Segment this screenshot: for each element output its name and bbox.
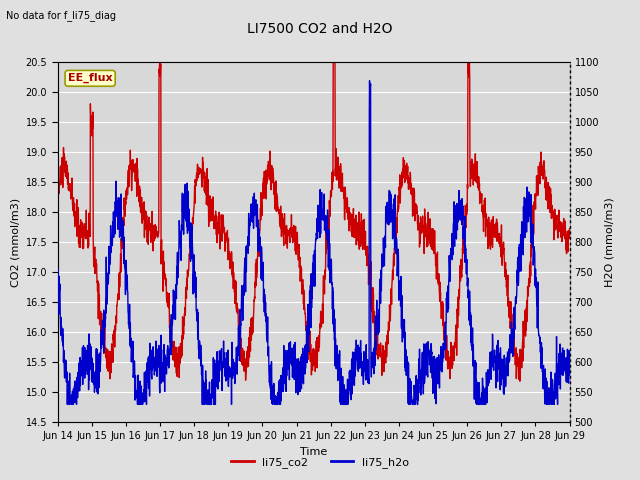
Y-axis label: H2O (mmol/m3): H2O (mmol/m3) (605, 198, 614, 287)
Text: LI7500 CO2 and H2O: LI7500 CO2 and H2O (247, 22, 393, 36)
Legend: li75_co2, li75_h2o: li75_co2, li75_h2o (227, 452, 413, 472)
Text: No data for f_li75_diag: No data for f_li75_diag (6, 10, 116, 21)
X-axis label: Time: Time (300, 447, 327, 457)
Text: EE_flux: EE_flux (68, 73, 113, 84)
Y-axis label: CO2 (mmol/m3): CO2 (mmol/m3) (10, 198, 20, 287)
